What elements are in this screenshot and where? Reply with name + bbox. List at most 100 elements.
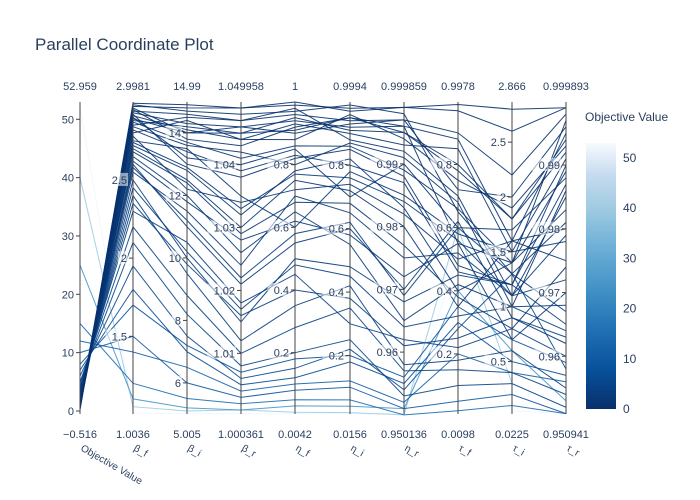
- data-line-16: [79, 288, 567, 386]
- axis-tick-label: 0.5: [491, 357, 506, 369]
- axis-tick-label: 0.2: [329, 351, 344, 363]
- axis-tick-label: 0.97: [377, 284, 398, 296]
- data-line-22: [79, 101, 567, 410]
- data-line-14: [79, 107, 567, 409]
- colorbar-tick-label: 10: [623, 352, 637, 366]
- axis-tick-label: 2: [121, 253, 127, 265]
- axis-tick-label: 0.98: [539, 224, 560, 236]
- chart-title: Parallel Coordinate Plot: [35, 35, 214, 54]
- axis-tick-label: 12: [169, 190, 181, 202]
- tick-label-halo: [484, 354, 507, 368]
- axis-range-top: 0.9994: [333, 81, 367, 93]
- tick-label-halo: [58, 345, 75, 359]
- axis-tick-label: 1.04: [214, 160, 235, 172]
- axis-tick-label: 0.8: [437, 159, 452, 171]
- axis-tick-label: 0.99: [377, 159, 398, 171]
- data-line-36: [79, 141, 567, 402]
- tick-label-halo: [58, 170, 75, 184]
- colorbar-ticks: 0 10 20 30 40 50: [623, 151, 637, 416]
- axis-range-bottom: 0.950136: [381, 429, 427, 441]
- axis-range-top: 0.999859: [381, 81, 427, 93]
- polylines-layer: [79, 101, 567, 416]
- axis-range-bottom: −0.516: [63, 429, 97, 441]
- data-line-19: [79, 113, 567, 407]
- tick-label-halo: [496, 190, 507, 204]
- tick-label-halo: [207, 157, 236, 171]
- axis-tick-label: 10: [62, 348, 74, 360]
- tick-label-halo: [117, 251, 128, 265]
- tick-label-halo: [58, 287, 75, 301]
- axis-tick-label: 1.03: [214, 223, 235, 235]
- axis-tick-label: 0.99: [539, 160, 560, 172]
- axis-tick-label: 6: [175, 378, 181, 390]
- tick-label-halo: [532, 285, 561, 299]
- tick-label-halo: [532, 221, 561, 235]
- axis-range-top: 52.959: [63, 81, 97, 93]
- tick-label-halo: [430, 283, 453, 297]
- axis-tick-label: 0.2: [274, 348, 289, 360]
- tick-label-halo: [370, 282, 399, 296]
- tick-label-halo: [64, 403, 75, 417]
- tick-label-halo: [496, 299, 507, 313]
- tick-label-halo: [171, 313, 182, 327]
- tick-label-halo: [207, 346, 236, 360]
- axis-range-bottom: 0.0042: [278, 429, 312, 441]
- axis-tick-label: 0.4: [329, 287, 344, 299]
- tick-label-halo: [322, 158, 345, 172]
- axis-range-bottom: 0.0225: [495, 429, 529, 441]
- tick-label-halo: [267, 345, 290, 359]
- axis-range-top: 0.999893: [543, 81, 589, 93]
- axis-range-top: 1.049958: [218, 81, 264, 93]
- colorbar-tick-label: 50: [623, 151, 637, 165]
- tick-label-halo: [322, 221, 345, 235]
- colorbar-tick-label: 0: [623, 402, 630, 416]
- tick-label-halo: [165, 125, 182, 139]
- axis-label: τ_f: [457, 443, 473, 459]
- tick-label-halo: [484, 135, 507, 149]
- axis-range-bottom: 5.005: [173, 429, 201, 441]
- data-line-40: [79, 264, 567, 411]
- data-line-11: [79, 104, 567, 408]
- tick-label-halo: [532, 158, 561, 172]
- axis-tick-label: 40: [62, 173, 74, 185]
- axis-tick-label: 10: [169, 253, 181, 265]
- data-line-34: [79, 151, 567, 400]
- axis-tick-label: 0.6: [437, 223, 452, 235]
- axis-tick-label: 0.8: [329, 160, 344, 172]
- axis-tick-label: 0.4: [274, 285, 289, 297]
- axis-tick-label: 0.97: [539, 288, 560, 300]
- axis-tick-label: 2: [500, 192, 506, 204]
- data-line-4: [79, 163, 567, 400]
- data-line-35: [79, 323, 567, 416]
- axis-tick-label: 0.2: [437, 349, 452, 361]
- data-line-3: [79, 147, 567, 407]
- tick-label-halo: [267, 282, 290, 296]
- axis-8: 0.9978 0.0098 0.2 0.4 0.6 0.8 τ_f: [430, 81, 475, 459]
- axis-tick-label: 20: [62, 289, 74, 301]
- tick-label-halo: [105, 329, 128, 343]
- tick-label-halo: [267, 157, 290, 171]
- colorbar-title: Objective Value: [585, 110, 668, 124]
- tick-label-halo: [105, 172, 128, 186]
- axis-range-top: 2.866: [498, 81, 526, 93]
- tick-label-halo: [322, 285, 345, 299]
- tick-label-halo: [267, 220, 290, 234]
- axis-range-bottom: 0.950941: [543, 429, 589, 441]
- axis-tick-label: 1.5: [491, 247, 506, 259]
- axis-tick-label: 0.96: [377, 347, 398, 359]
- axis-tick-label: 0.6: [329, 224, 344, 236]
- axis-tick-label: 1.5: [112, 331, 127, 343]
- tick-label-halo: [322, 348, 345, 362]
- axis-tick-label: 0: [68, 406, 74, 418]
- colorbar-tick-label: 30: [623, 251, 637, 265]
- tick-label-halo: [370, 345, 399, 359]
- tick-label-halo: [430, 346, 453, 360]
- tick-label-halo: [207, 283, 236, 297]
- data-line-9: [79, 241, 567, 408]
